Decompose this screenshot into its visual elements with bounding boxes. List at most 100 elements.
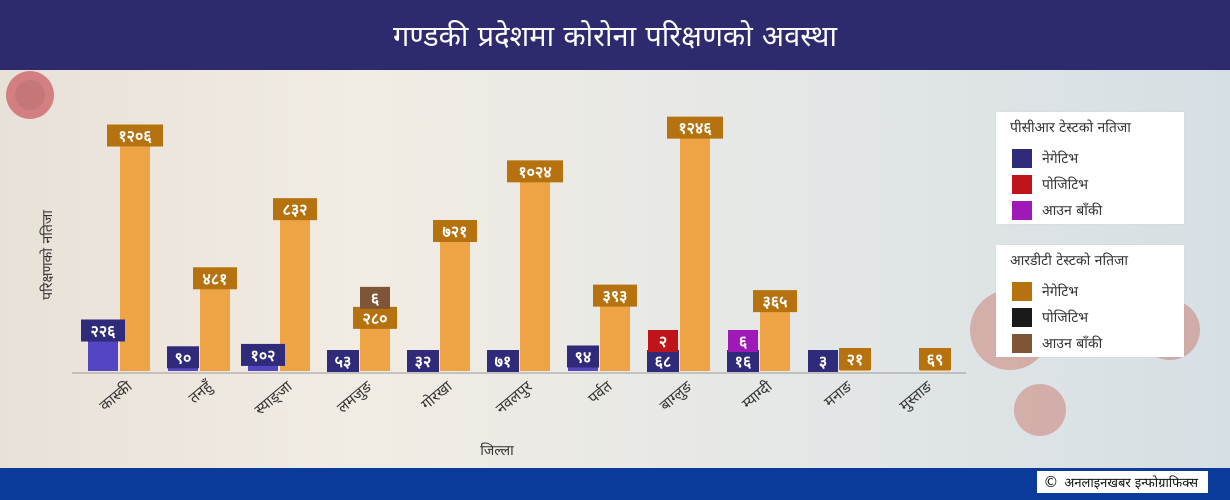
legend-swatch — [1012, 307, 1032, 327]
legend-swatch — [1012, 333, 1032, 353]
copyright-icon: © — [1043, 473, 1059, 491]
rdt-negative-label-box — [507, 160, 563, 183]
legend-swatch — [1012, 200, 1032, 220]
pcr-negative-label-text: ७१ — [495, 352, 512, 371]
rdt-negative-label: ४८१ — [193, 267, 237, 290]
credit-text: अनलाइनखबर इन्फोग्राफिक्स — [1064, 476, 1198, 491]
pcr-negative-label-text: ५३ — [335, 352, 352, 371]
x-tick-label: स्याङ्जा — [251, 377, 296, 419]
legend-swatch — [1012, 174, 1032, 194]
credit-badge: © अनलाइनखबर इन्फोग्राफिक्स — [1037, 471, 1208, 493]
bars-layer — [88, 125, 950, 371]
pcr-positive-label-text: २ — [659, 332, 667, 351]
rdt-negative-label-text: ३६५ — [763, 292, 788, 311]
pcr-negative-label: ३२ — [407, 350, 439, 372]
virus-decoration-left — [6, 71, 54, 119]
rdt-negative-label-box — [919, 348, 951, 370]
rdt-negative-label: २८० — [353, 306, 397, 329]
x-tick-labels: कास्की तनहुँ स्याङ्जा लमजुङ गोरखा नवलपुर पर्वत… — [96, 377, 937, 419]
rdt-negative-label: ६९ — [919, 348, 951, 370]
rdt-pending-label: ६ — [360, 286, 390, 309]
rdt-negative-label-box — [107, 124, 163, 147]
pcr-negative-label-text: ३२ — [415, 352, 432, 371]
rdt-negative-bar — [280, 207, 310, 371]
rdt-negative-label-box — [193, 267, 237, 290]
rdt-negative-label-text: २१ — [847, 350, 864, 369]
rdt-negative-label-box — [753, 290, 797, 313]
rdt-negative-label: १२४६ — [667, 116, 723, 139]
pcr-positive-label-box — [648, 330, 678, 352]
pcr-negative-label: ९० — [167, 346, 199, 369]
legend-pcr-title: पीसीआर टेस्टको नतिजा — [1010, 120, 1131, 136]
rdt-negative-label-text: १२४६ — [678, 119, 712, 138]
pcr-pending-label-text: ६ — [739, 332, 748, 351]
rdt-negative-label-text: ८३२ — [283, 200, 308, 219]
pcr-negative-label-box — [327, 350, 359, 372]
rdt-negative-label-text: ३९३ — [603, 287, 628, 306]
pcr-negative-label-box — [81, 319, 125, 342]
pcr-negative-label-box — [407, 350, 439, 372]
pcr-negative-label-box — [647, 350, 679, 372]
rdt-negative-label-box — [593, 284, 637, 307]
legend-pcr-item-pending: आउन बाँकी — [996, 197, 1184, 223]
chart-title: गण्डकी प्रदेशमा कोरोना परिक्षणको अवस्था — [393, 18, 837, 53]
x-tick-label: पर्वत — [585, 377, 616, 407]
x-tick-label: गोरखा — [417, 377, 456, 414]
x-axis-label: जिल्ला — [480, 442, 514, 459]
rdt-negative-label: १२०६ — [107, 124, 163, 147]
legend-rdt: आरडीटी टेस्टको नतिजा नेगेटिभ पोजिटिभ आउन… — [996, 245, 1184, 357]
pcr-negative-label-box — [727, 350, 759, 372]
x-tick-label: म्याग्दी — [738, 377, 776, 413]
pcr-negative-label: ९४ — [567, 345, 599, 368]
x-tick-label: नवलपुर — [492, 377, 537, 419]
rdt-negative-label-box — [273, 198, 317, 221]
x-tick-label: मनाङ — [820, 377, 855, 411]
pcr-negative-label-box — [487, 350, 519, 372]
pcr-negative-label: ६८ — [647, 350, 679, 372]
legend-label: पोजिटिभ — [1042, 309, 1089, 326]
rdt-negative-label: १०२४ — [507, 160, 563, 183]
rdt-pending-label-text: ६ — [371, 289, 380, 308]
rdt-negative-bar — [440, 229, 470, 371]
legend-rdt-item-pending: आउन बाँकी — [996, 330, 1184, 356]
x-tick-label: मुस्ताङ — [896, 377, 937, 415]
legend-rdt-item-positive: पोजिटिभ — [996, 304, 1184, 330]
x-tick-label: कास्की — [96, 377, 136, 415]
rdt-negative-bar — [520, 169, 550, 371]
footer-bar — [0, 468, 1230, 500]
legend-label: आउन बाँकी — [1042, 202, 1103, 219]
pcr-negative-label-text: १६ — [735, 352, 752, 371]
rdt-negative-label: ३६५ — [753, 290, 797, 313]
pcr-negative-label: १०२ — [241, 343, 285, 366]
pcr-negative-label-text: ९० — [175, 348, 192, 367]
legend-swatch — [1012, 148, 1032, 168]
pcr-pending-label: ६ — [728, 330, 758, 352]
legend-pcr-item-positive: पोजिटिभ — [996, 171, 1184, 197]
rdt-negative-label-text: २८० — [363, 309, 388, 328]
pcr-negative-label: ३ — [808, 350, 838, 372]
rdt-negative-label-text: ४८१ — [203, 269, 228, 288]
legend-pcr-item-negative: नेगेटिभ — [996, 145, 1184, 171]
pcr-pending-label-box — [728, 330, 758, 352]
pcr-negative-label-box — [167, 346, 199, 369]
rdt-negative-label: ८३२ — [273, 198, 317, 221]
pcr-negative-label: ७१ — [487, 350, 519, 372]
rdt-negative-bar — [200, 276, 230, 371]
pcr-negative-label-text: १०२ — [251, 346, 276, 365]
rdt-negative-label: ७२१ — [433, 220, 477, 243]
rdt-negative-label-text: ७२१ — [443, 222, 468, 241]
legend-rdt-item-negative: नेगेटिभ — [996, 278, 1184, 304]
legend-label: नेगेटिभ — [1042, 150, 1079, 167]
pcr-negative-label-box — [241, 343, 285, 366]
header-banner: गण्डकी प्रदेशमा कोरोना परिक्षणको अवस्था — [0, 0, 1230, 70]
rdt-pending-label-box — [360, 286, 390, 309]
x-tick-label: लमजुङ — [333, 377, 376, 417]
legend-label: पोजिटिभ — [1042, 176, 1089, 193]
data-labels-layer: २२६१२०६९०४८११०२८३२५३२८०६३२७२१७११०२४९४३९३… — [81, 116, 951, 372]
rdt-negative-label: २१ — [839, 348, 871, 370]
pcr-negative-label: १६ — [727, 350, 759, 372]
rdt-negative-label-text: ६९ — [927, 350, 944, 369]
legend-rdt-title: आरडीटी टेस्टको नतिजा — [1010, 253, 1129, 269]
pcr-negative-label: ५३ — [327, 350, 359, 372]
pcr-negative-label-text: ६८ — [655, 352, 672, 371]
